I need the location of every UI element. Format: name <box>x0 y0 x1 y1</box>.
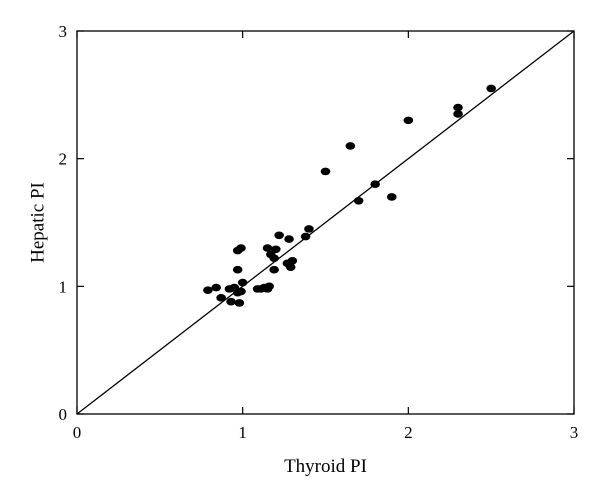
data-point <box>370 180 381 188</box>
data-point <box>216 294 226 302</box>
y-tick-label: 0 <box>59 405 68 424</box>
data-point <box>486 84 496 93</box>
identity-line <box>76 30 575 415</box>
x-axis-title: Thyroid PI <box>284 456 367 477</box>
data-point <box>300 232 311 241</box>
data-points <box>203 84 496 307</box>
data-point <box>287 257 298 265</box>
data-point <box>203 286 213 294</box>
data-point <box>269 265 279 274</box>
data-point <box>403 116 414 125</box>
x-tick-label: 0 <box>73 423 82 442</box>
y-tick-labels: 0 1 2 3 <box>59 22 68 424</box>
data-point <box>236 287 246 296</box>
data-point <box>269 254 279 263</box>
axis-ticks <box>76 30 575 415</box>
data-point <box>320 167 331 176</box>
data-point <box>453 110 463 118</box>
data-point <box>304 225 314 233</box>
data-point <box>264 282 274 291</box>
data-point <box>237 278 248 287</box>
data-point <box>453 103 463 112</box>
data-point <box>284 235 294 243</box>
data-point <box>345 142 356 150</box>
data-point <box>232 265 243 274</box>
y-tick-label: 3 <box>59 22 68 41</box>
data-point <box>211 283 221 292</box>
data-point <box>226 297 236 306</box>
data-point <box>271 245 281 254</box>
y-tick-label: 1 <box>59 277 68 296</box>
x-tick-label: 1 <box>238 423 247 442</box>
y-axis-title: Hepatic PI <box>28 182 49 263</box>
x-tick-label: 2 <box>404 423 413 442</box>
data-point <box>234 299 245 307</box>
plot-frame <box>76 30 575 415</box>
data-point <box>262 244 273 252</box>
data-point <box>274 231 284 240</box>
data-point <box>353 196 364 205</box>
x-tick-labels: 0 1 2 3 <box>73 423 579 442</box>
x-tick-label: 3 <box>570 423 579 442</box>
data-point <box>236 244 246 252</box>
y-tick-label: 2 <box>59 150 68 169</box>
data-point <box>386 193 397 201</box>
data-point <box>285 263 296 271</box>
